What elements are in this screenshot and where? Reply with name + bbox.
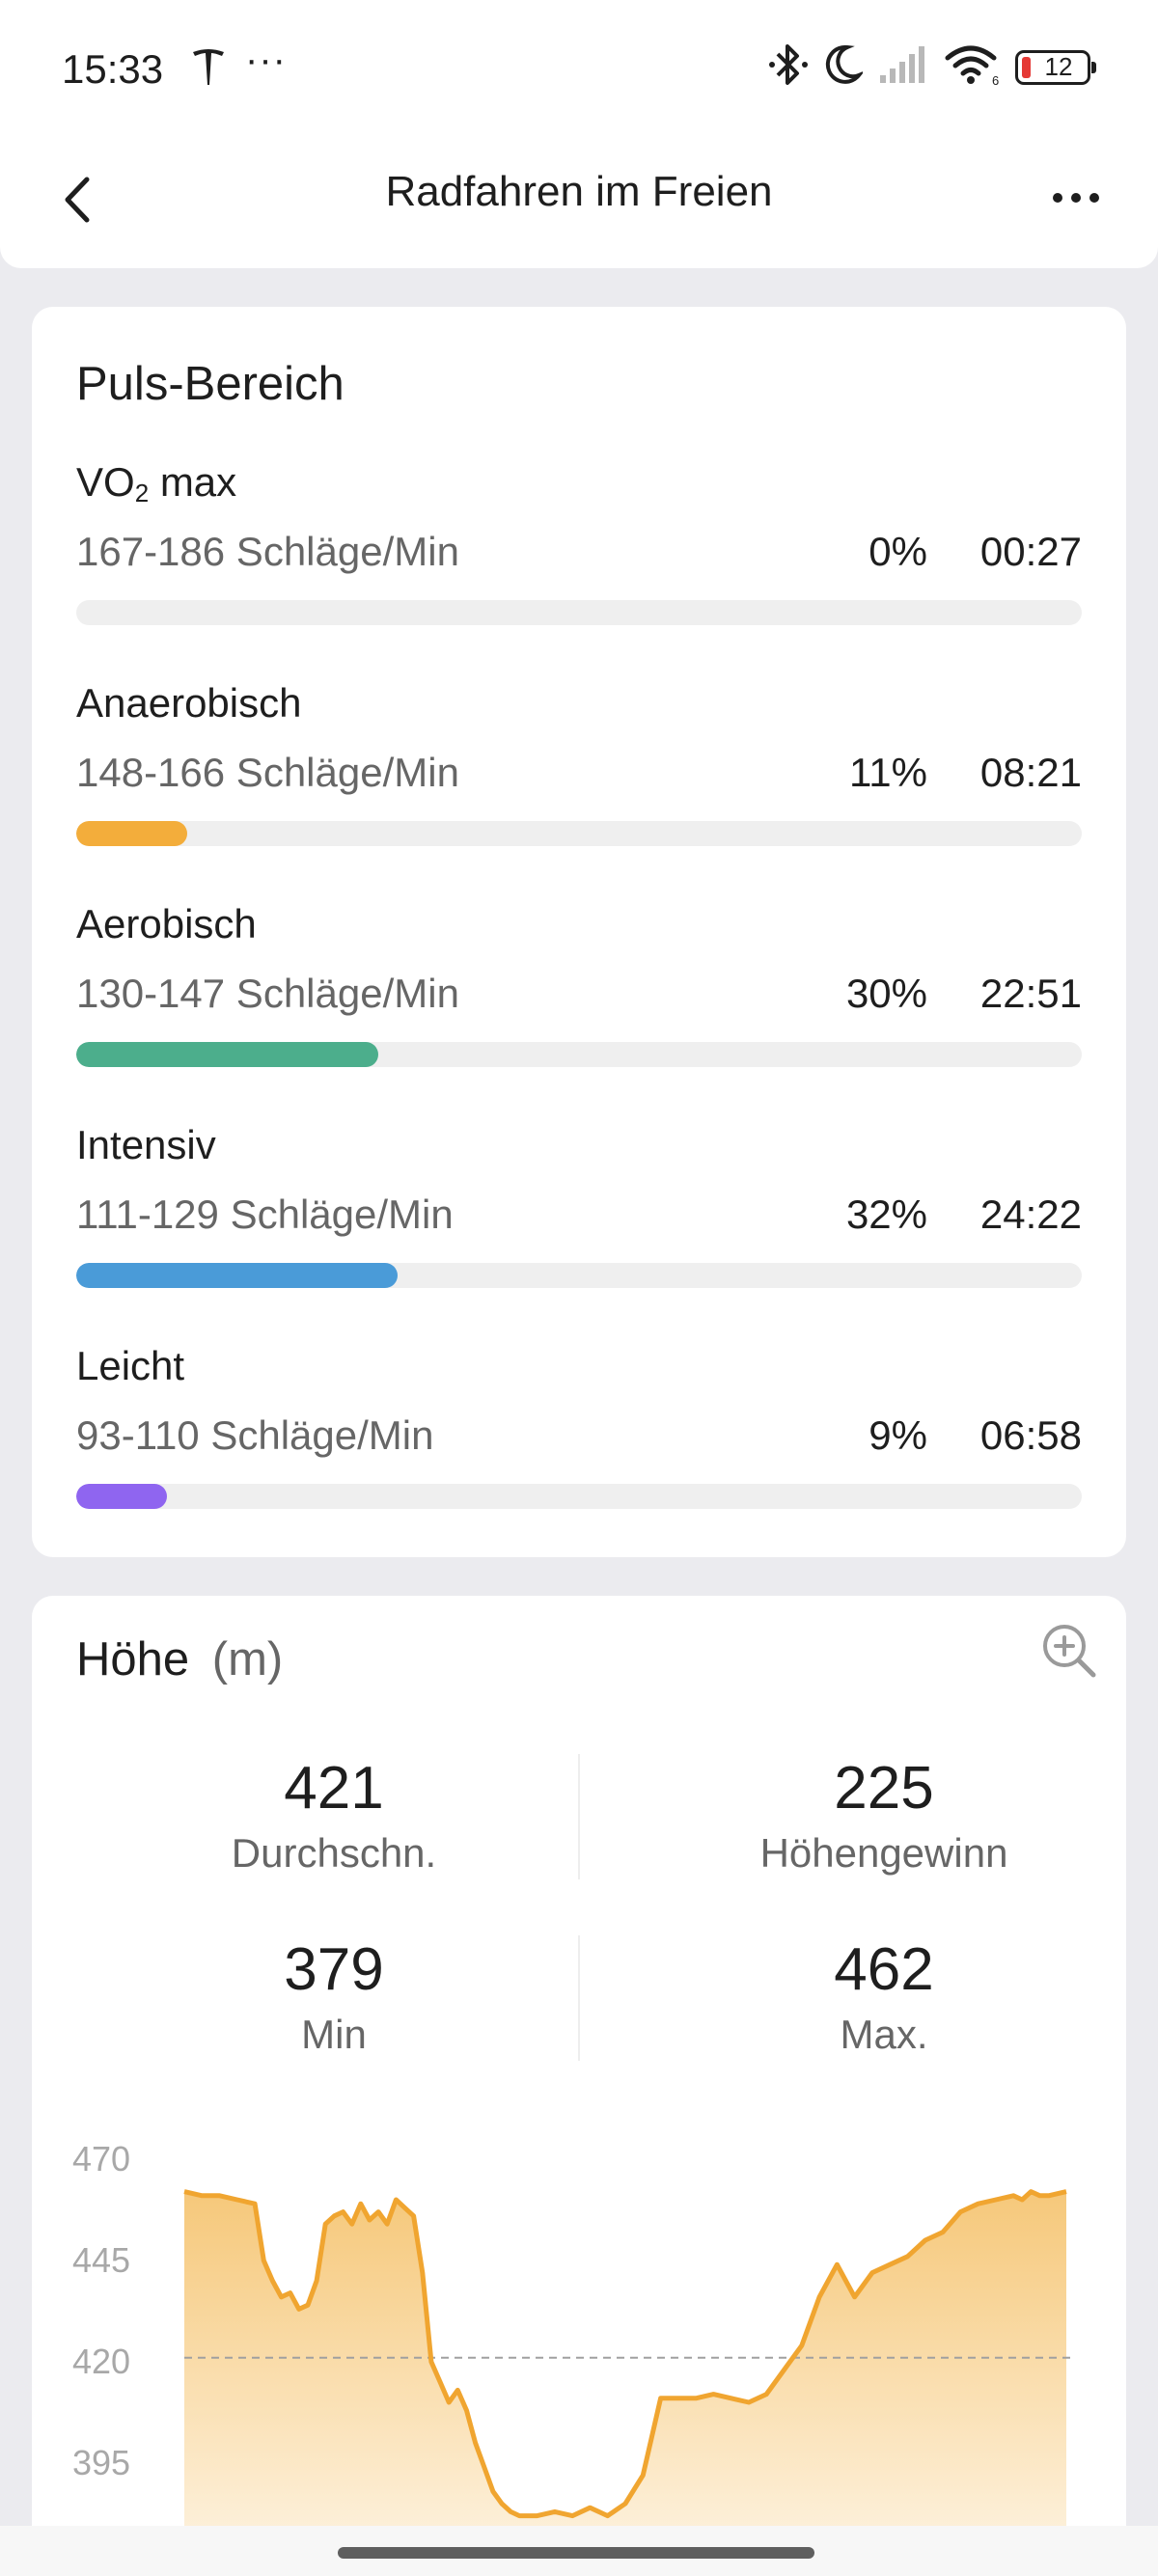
stat-average-label: Durchschn. bbox=[231, 1830, 437, 1876]
tesla-icon bbox=[189, 46, 228, 94]
home-indicator[interactable] bbox=[338, 2547, 814, 2559]
more-options-button[interactable] bbox=[1042, 174, 1110, 222]
altitude-chart-svg: 470 445 420 395 bbox=[72, 2139, 1070, 2541]
zone-percent: 11% bbox=[849, 750, 927, 795]
signal-icon bbox=[876, 42, 930, 92]
y-tick-label: 420 bbox=[72, 2342, 130, 2381]
more-horizontal-icon bbox=[1089, 193, 1099, 203]
stat-min-value: 379 bbox=[284, 1936, 384, 2003]
altitude-title-text: Höhe bbox=[76, 1633, 190, 1685]
stat-divider bbox=[578, 1754, 580, 1879]
zone-name: Anaerobisch bbox=[76, 680, 302, 726]
stat-divider bbox=[578, 1935, 580, 2061]
zone-percent: 0% bbox=[868, 529, 927, 574]
stat-max-label: Max. bbox=[840, 2012, 928, 2057]
zone-name: Leicht bbox=[76, 1343, 185, 1388]
zone-progress-track bbox=[76, 1484, 1082, 1509]
zone-progress-track bbox=[76, 1042, 1082, 1067]
zone-anaerobic: Anaerobisch 148-166 Schläge/Min 11% 08:2… bbox=[76, 680, 1082, 873]
bluetooth-icon bbox=[768, 42, 809, 92]
zoom-in-button[interactable] bbox=[1039, 1621, 1099, 1681]
altitude-area bbox=[184, 2191, 1066, 2541]
svg-text:6: 6 bbox=[992, 73, 999, 87]
zone-range: 167-186 Schläge/Min bbox=[76, 529, 459, 574]
zone-range: 148-166 Schläge/Min bbox=[76, 750, 459, 795]
stat-min-label: Min bbox=[301, 2012, 367, 2057]
chevron-left-icon bbox=[65, 177, 90, 223]
zone-progress-fill bbox=[76, 1263, 399, 1288]
more-horizontal-icon bbox=[1053, 193, 1062, 203]
zone-name: VO2 max bbox=[76, 459, 236, 508]
zone-name-sub: 2 bbox=[134, 479, 150, 507]
zone-vo2max: VO2 max 167-186 Schläge/Min 0% 00:27 bbox=[76, 459, 1082, 652]
stat-min: 379 Min bbox=[93, 1935, 575, 2058]
zone-percent: 9% bbox=[868, 1412, 927, 1458]
zone-time: 24:22 bbox=[979, 1192, 1082, 1237]
page-title: Radfahren im Freien bbox=[385, 168, 773, 215]
y-tick-label: 445 bbox=[72, 2240, 130, 2280]
zone-name: Intensiv bbox=[76, 1122, 216, 1167]
status-bar: 15:33 ··· bbox=[0, 0, 1158, 145]
zone-progress-track bbox=[76, 821, 1082, 846]
more-horizontal-icon bbox=[1071, 193, 1081, 203]
stat-max-value: 462 bbox=[834, 1936, 934, 2003]
stat-gain-label: Höhengewinn bbox=[759, 1830, 1008, 1876]
zone-progress-track bbox=[76, 600, 1082, 625]
altitude-unit: (m) bbox=[211, 1633, 284, 1685]
zone-time: 22:51 bbox=[979, 971, 1082, 1016]
stat-average-value: 421 bbox=[284, 1755, 384, 1822]
back-button[interactable] bbox=[50, 166, 112, 233]
app-bar: Radfahren im Freien bbox=[0, 145, 1158, 268]
do-not-disturb-icon bbox=[822, 42, 866, 92]
zoom-in-icon bbox=[1043, 1625, 1096, 1678]
zone-progress-track bbox=[76, 1263, 1082, 1288]
altitude-title: Höhe (m) bbox=[76, 1632, 283, 1686]
battery-level bbox=[1022, 56, 1031, 78]
notification-overflow: ··· bbox=[245, 39, 287, 81]
zone-percent: 32% bbox=[845, 1192, 927, 1237]
y-tick-label: 470 bbox=[72, 2139, 130, 2179]
zone-progress-fill bbox=[76, 1042, 378, 1067]
altitude-line bbox=[183, 2189, 1067, 2519]
zone-progress-fill bbox=[76, 821, 187, 846]
zone-range: 130-147 Schläge/Min bbox=[76, 971, 459, 1016]
zone-time: 00:27 bbox=[979, 529, 1082, 574]
zone-intensive: Intensiv 111-129 Schläge/Min 32% 24:22 bbox=[76, 1122, 1082, 1315]
zone-percent: 30% bbox=[845, 971, 927, 1016]
altitude-card: Höhe (m) 421 Durchschn. 225 Höhengewinn … bbox=[32, 1596, 1126, 2541]
zone-progress-fill bbox=[76, 1484, 167, 1509]
zone-aerobic: Aerobisch 130-147 Schläge/Min 30% 22:51 bbox=[76, 901, 1082, 1094]
zone-range: 111-129 Schläge/Min bbox=[76, 1192, 454, 1237]
zone-name: Aerobisch bbox=[76, 901, 257, 946]
stat-max: 462 Max. bbox=[643, 1935, 1125, 2058]
zone-name-main: VO bbox=[76, 459, 135, 505]
altitude-chart: 470 445 420 395 bbox=[32, 2136, 1126, 2541]
heart-rate-zones-title: Puls-Bereich bbox=[76, 358, 345, 410]
zone-time: 08:21 bbox=[979, 750, 1082, 795]
zone-range: 93-110 Schläge/Min bbox=[76, 1412, 434, 1458]
zone-light: Leicht 93-110 Schläge/Min 9% 06:58 bbox=[76, 1343, 1082, 1536]
stat-average: 421 Durchschn. bbox=[93, 1754, 575, 1877]
y-tick-label: 395 bbox=[72, 2443, 130, 2482]
wifi-icon: 6 bbox=[944, 42, 1002, 92]
zone-time: 06:58 bbox=[979, 1412, 1082, 1458]
battery-icon: 12 bbox=[1015, 49, 1096, 85]
zone-name-rest: max bbox=[149, 459, 237, 505]
stat-gain-value: 225 bbox=[834, 1755, 934, 1822]
status-time: 15:33 bbox=[62, 46, 164, 92]
battery-percent: 12 bbox=[1044, 52, 1073, 81]
stat-gain: 225 Höhengewinn bbox=[643, 1754, 1125, 1877]
heart-rate-zones-card: Puls-Bereich VO2 max 167-186 Schläge/Min… bbox=[32, 307, 1126, 1557]
